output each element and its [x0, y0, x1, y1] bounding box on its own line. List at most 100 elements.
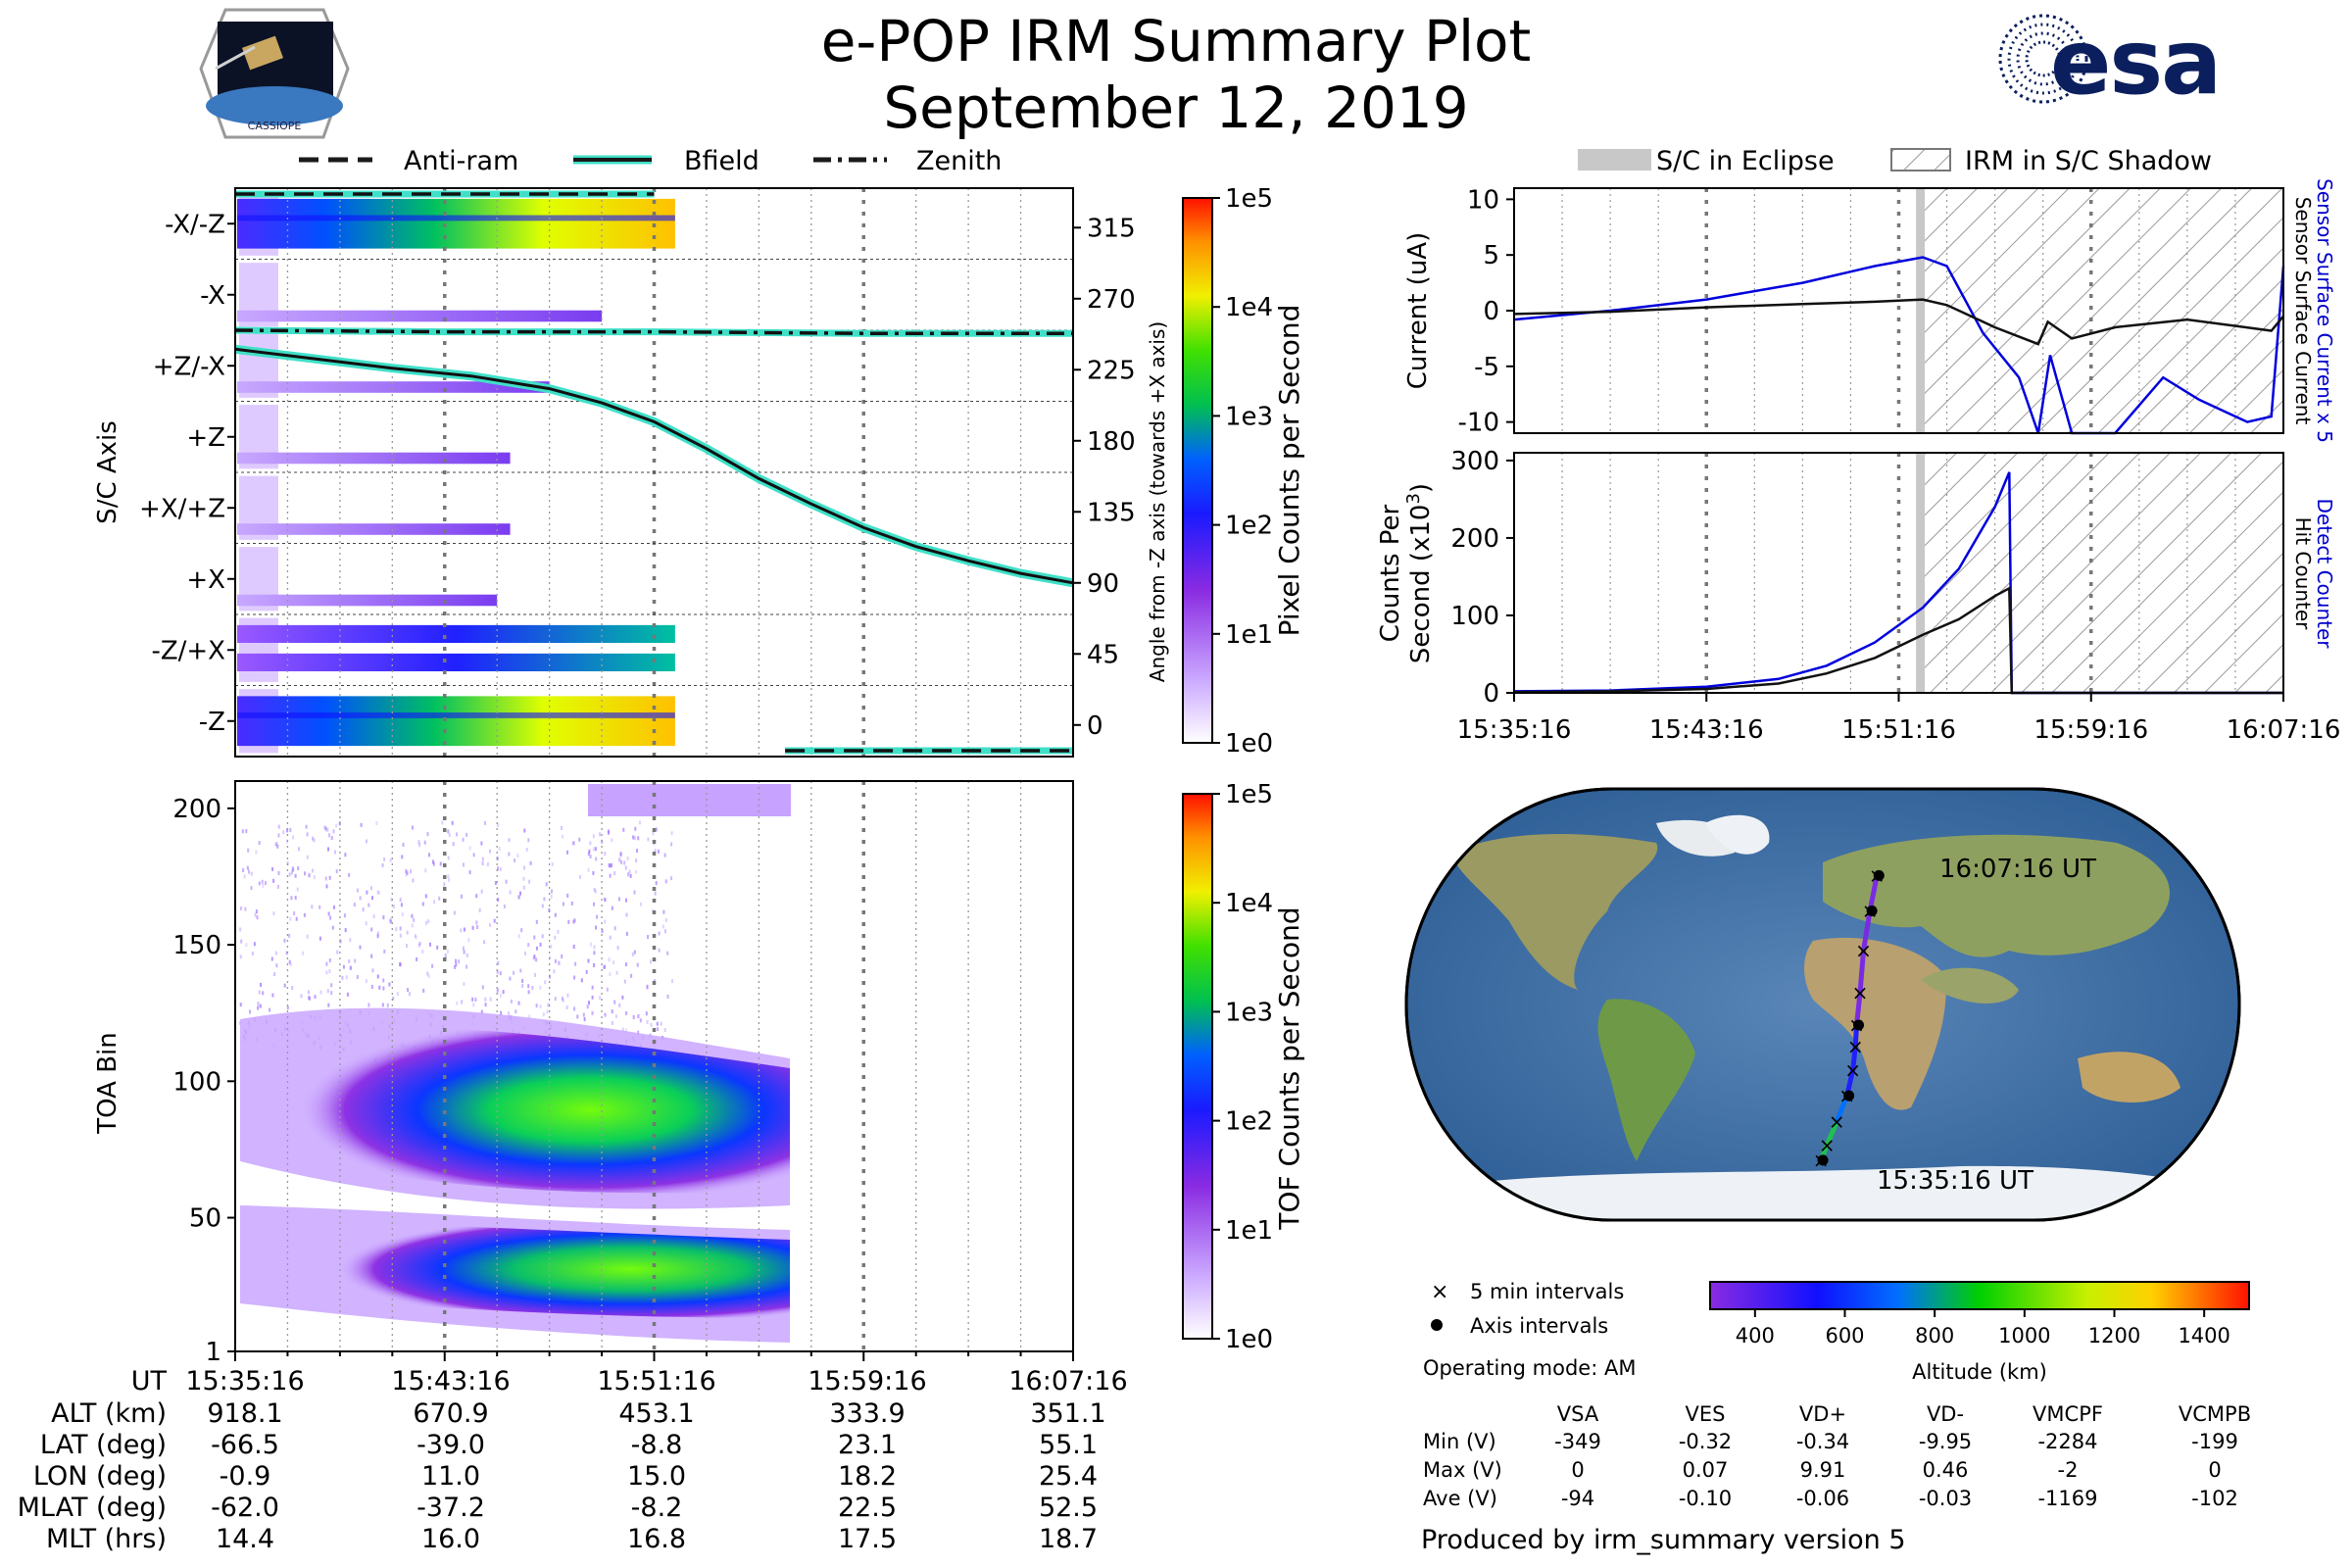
- toa-noise-pixel: [539, 985, 542, 990]
- voltage-table: VSA VES VD+ VD- VMCPF VCMPB Min (V) -349 -0.32 -0…: [1423, 1402, 2251, 1510]
- toa-noise-pixel: [323, 825, 326, 830]
- toa-noise-pixel: [415, 935, 417, 940]
- toa-noise-pixel: [405, 869, 408, 873]
- pixel-colorbar-label: Pixel Counts per Second: [1273, 305, 1305, 637]
- toa-noise-pixel: [593, 945, 596, 950]
- toa-noise-pixel: [475, 894, 478, 899]
- toa-noise-pixel: [572, 945, 575, 949]
- ephemeris-cell: 453.1: [618, 1398, 694, 1429]
- toa-noise-pixel: [345, 975, 348, 980]
- sc-category-label: -X/-Z: [165, 210, 225, 239]
- toa-noise-pixel: [498, 846, 501, 851]
- toa-noise-pixel: [593, 951, 596, 956]
- toa-noise-pixel: [514, 1009, 517, 1014]
- ephemeris-cell: 15:51:16: [597, 1366, 715, 1396]
- legend-shadow: IRM in S/C Shadow: [1965, 146, 2212, 176]
- toa-noise-pixel: [330, 836, 333, 840]
- toa-noise-pixel: [551, 889, 553, 894]
- toa-noise-pixel: [624, 865, 627, 870]
- toa-noise-pixel: [561, 954, 564, 958]
- ephemeris-cell: 16.0: [421, 1524, 480, 1554]
- toa-noise-pixel: [344, 928, 347, 933]
- toa-noise-pixel: [382, 986, 385, 991]
- voltage-cell: 0: [2208, 1458, 2221, 1482]
- toa-noise-pixel: [471, 997, 474, 1002]
- toa-noise-pixel: [291, 986, 294, 990]
- esa-logo: [1998, 14, 2088, 104]
- toa-noise-pixel: [588, 849, 591, 854]
- counter-ytick-label: 200: [1450, 524, 1499, 554]
- toa-noise-pixel: [312, 836, 314, 841]
- toa-noise-pixel: [283, 938, 286, 943]
- toa-noise-pixel: [325, 970, 328, 975]
- colorbar-tick-label: 1e3: [1225, 402, 1273, 431]
- toa-noise-pixel: [578, 837, 581, 842]
- toa-noise-pixel: [546, 1009, 549, 1014]
- pixel-colorbar: 1e0 1e1 1e2 1e3 1e4 1e5 Pixel Counts per Seco…: [1182, 184, 1305, 759]
- toa-noise-pixel: [599, 996, 602, 1001]
- toa-noise-pixel: [306, 855, 309, 859]
- toa-noise-pixel: [592, 834, 595, 839]
- counter-xtick-label: 15:51:16: [1841, 715, 1956, 745]
- toa-noise-pixel: [447, 829, 450, 834]
- toa-noise-pixel: [252, 952, 254, 956]
- continents: [1406, 814, 2239, 1220]
- toa-noise-pixel: [328, 957, 331, 962]
- toa-noise-pixel: [635, 858, 638, 863]
- toa-noise-pixel: [652, 831, 655, 836]
- track-segment: [1834, 1093, 1850, 1124]
- toa-noise-pixel: [517, 895, 520, 900]
- ephemeris-cell: -66.5: [211, 1430, 279, 1460]
- toa-noise-pixel: [663, 929, 666, 934]
- voltage-cell: -0.03: [1919, 1487, 1972, 1510]
- toa-noise-pixel: [493, 918, 496, 923]
- toa-noise-pixel: [474, 998, 477, 1002]
- toa-noise-pixel: [348, 872, 351, 877]
- toa-noise-pixel: [282, 830, 285, 835]
- toa-noise-pixel: [454, 964, 457, 969]
- toa-noise-pixel: [475, 920, 478, 925]
- toa-noise-pixel: [615, 970, 618, 975]
- toa-noise-pixel: [579, 875, 581, 879]
- toa-noise: [239, 820, 673, 1105]
- altitude-tick-label: 1000: [1998, 1324, 2050, 1348]
- toa-noise-pixel: [259, 1004, 262, 1008]
- track-5min-marker: ×: [1852, 981, 1869, 1004]
- voltage-cell: -102: [2191, 1487, 2238, 1510]
- toa-noise-pixel: [318, 936, 321, 941]
- toa-noise-pixel: [541, 934, 544, 939]
- toa-noise-pixel: [448, 877, 450, 882]
- toa-noise-pixel: [297, 866, 300, 871]
- toa-noise-pixel: [655, 881, 658, 886]
- toa-noise-pixel: [623, 979, 626, 984]
- toa-noise-pixel: [613, 871, 616, 876]
- toa-noise-pixel: [368, 903, 370, 907]
- toa-noise-pixel: [250, 871, 253, 876]
- toa-noise-pixel: [632, 835, 634, 840]
- toa-noise-pixel: [406, 930, 409, 935]
- toa-noise-pixel: [461, 1000, 464, 1004]
- toa-noise-pixel: [288, 872, 291, 877]
- toa-noise-pixel: [527, 990, 530, 995]
- toa-noise-pixel: [306, 832, 309, 837]
- current-ytick-label: -5: [1474, 353, 1499, 382]
- toa-noise-pixel: [583, 1017, 586, 1021]
- toa-noise-pixel: [453, 910, 456, 915]
- toa-noise-pixel: [292, 867, 295, 872]
- toa-top-band: [588, 784, 791, 816]
- toa-noise-pixel: [260, 982, 262, 987]
- current-right-label-black: Sensor Surface Current: [2291, 197, 2315, 425]
- toa-noise-pixel: [489, 849, 491, 854]
- toa-noise-pixel: [616, 946, 619, 951]
- toa-noise-pixel: [525, 847, 528, 852]
- ephemeris-cell: 670.9: [413, 1398, 488, 1429]
- toa-noise-pixel: [407, 988, 410, 992]
- toa-noise-pixel: [535, 946, 538, 951]
- ephemeris-cell: 918.1: [207, 1398, 282, 1429]
- toa-noise-pixel: [460, 894, 463, 899]
- toa-noise-pixel: [290, 896, 293, 901]
- toa-noise-pixel: [619, 853, 622, 858]
- toa-noise-pixel: [241, 829, 244, 834]
- toa-noise-pixel: [573, 975, 576, 980]
- toa-noise-pixel: [426, 832, 429, 837]
